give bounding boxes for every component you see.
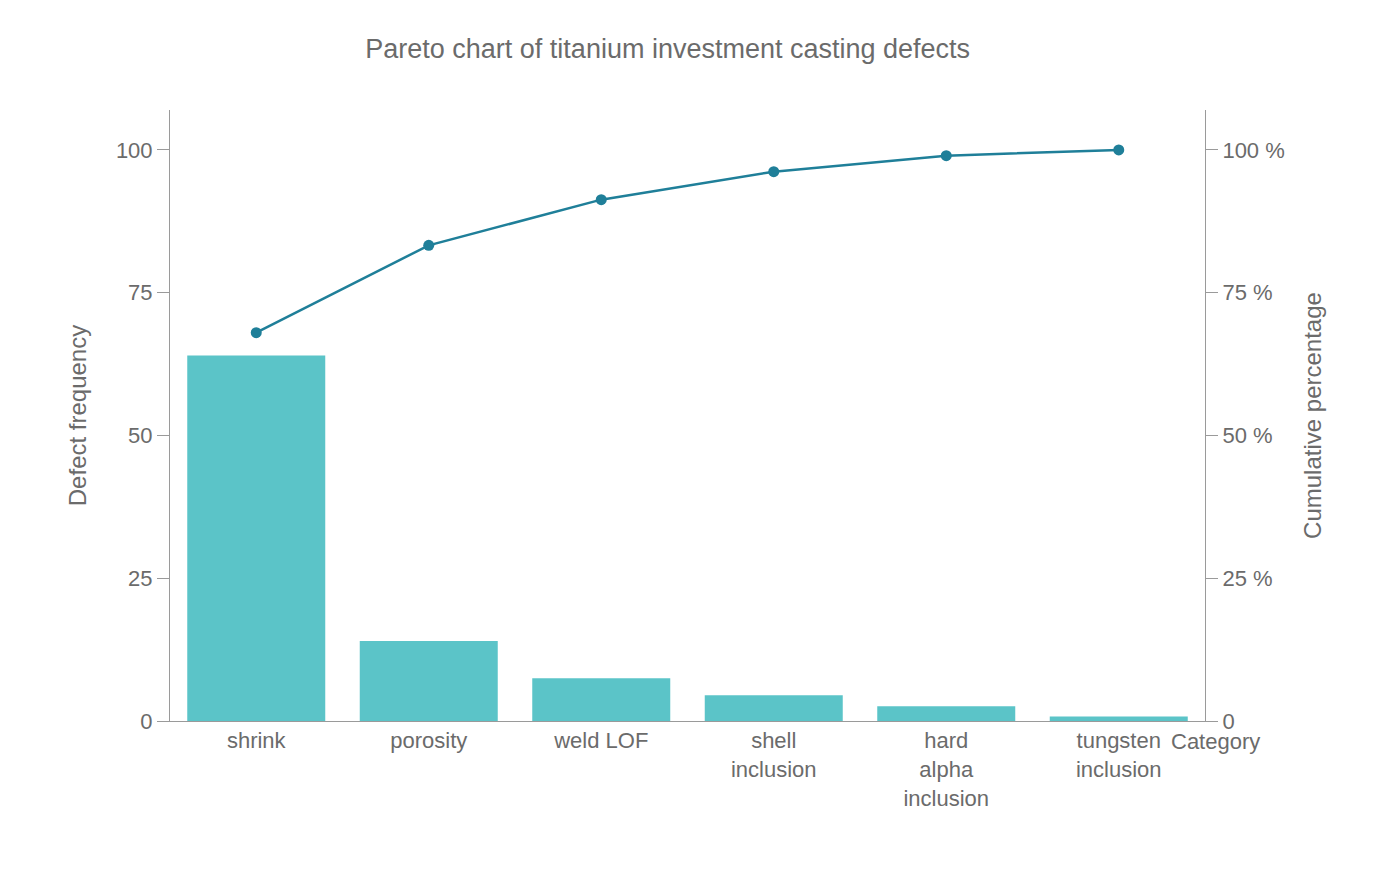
svg-text:hardalphainclusion: hardalphainclusion <box>903 728 989 810</box>
svg-text:25 %: 25 % <box>1222 566 1272 591</box>
svg-text:shrink: shrink <box>227 728 287 753</box>
svg-text:0: 0 <box>140 709 152 734</box>
svg-text:Cumulative percentage: Cumulative percentage <box>1299 292 1326 539</box>
svg-text:100 %: 100 % <box>1222 138 1284 163</box>
svg-text:Category: Category <box>1171 729 1260 754</box>
svg-text:Defect frequency: Defect frequency <box>64 325 91 506</box>
svg-text:porosity: porosity <box>390 728 467 753</box>
svg-text:75 %: 75 % <box>1222 280 1272 305</box>
svg-text:100: 100 <box>116 138 153 163</box>
svg-text:50: 50 <box>128 423 152 448</box>
svg-text:75: 75 <box>128 280 152 305</box>
svg-text:0: 0 <box>1222 709 1234 734</box>
svg-text:Pareto chart of titanium inves: Pareto chart of titanium investment cast… <box>365 34 970 64</box>
svg-text:50 %: 50 % <box>1222 423 1272 448</box>
svg-text:weld LOF: weld LOF <box>553 728 648 753</box>
svg-text:shellinclusion: shellinclusion <box>731 728 817 782</box>
svg-text:tungsteninclusion: tungsteninclusion <box>1076 728 1162 782</box>
svg-text:25: 25 <box>128 566 152 591</box>
